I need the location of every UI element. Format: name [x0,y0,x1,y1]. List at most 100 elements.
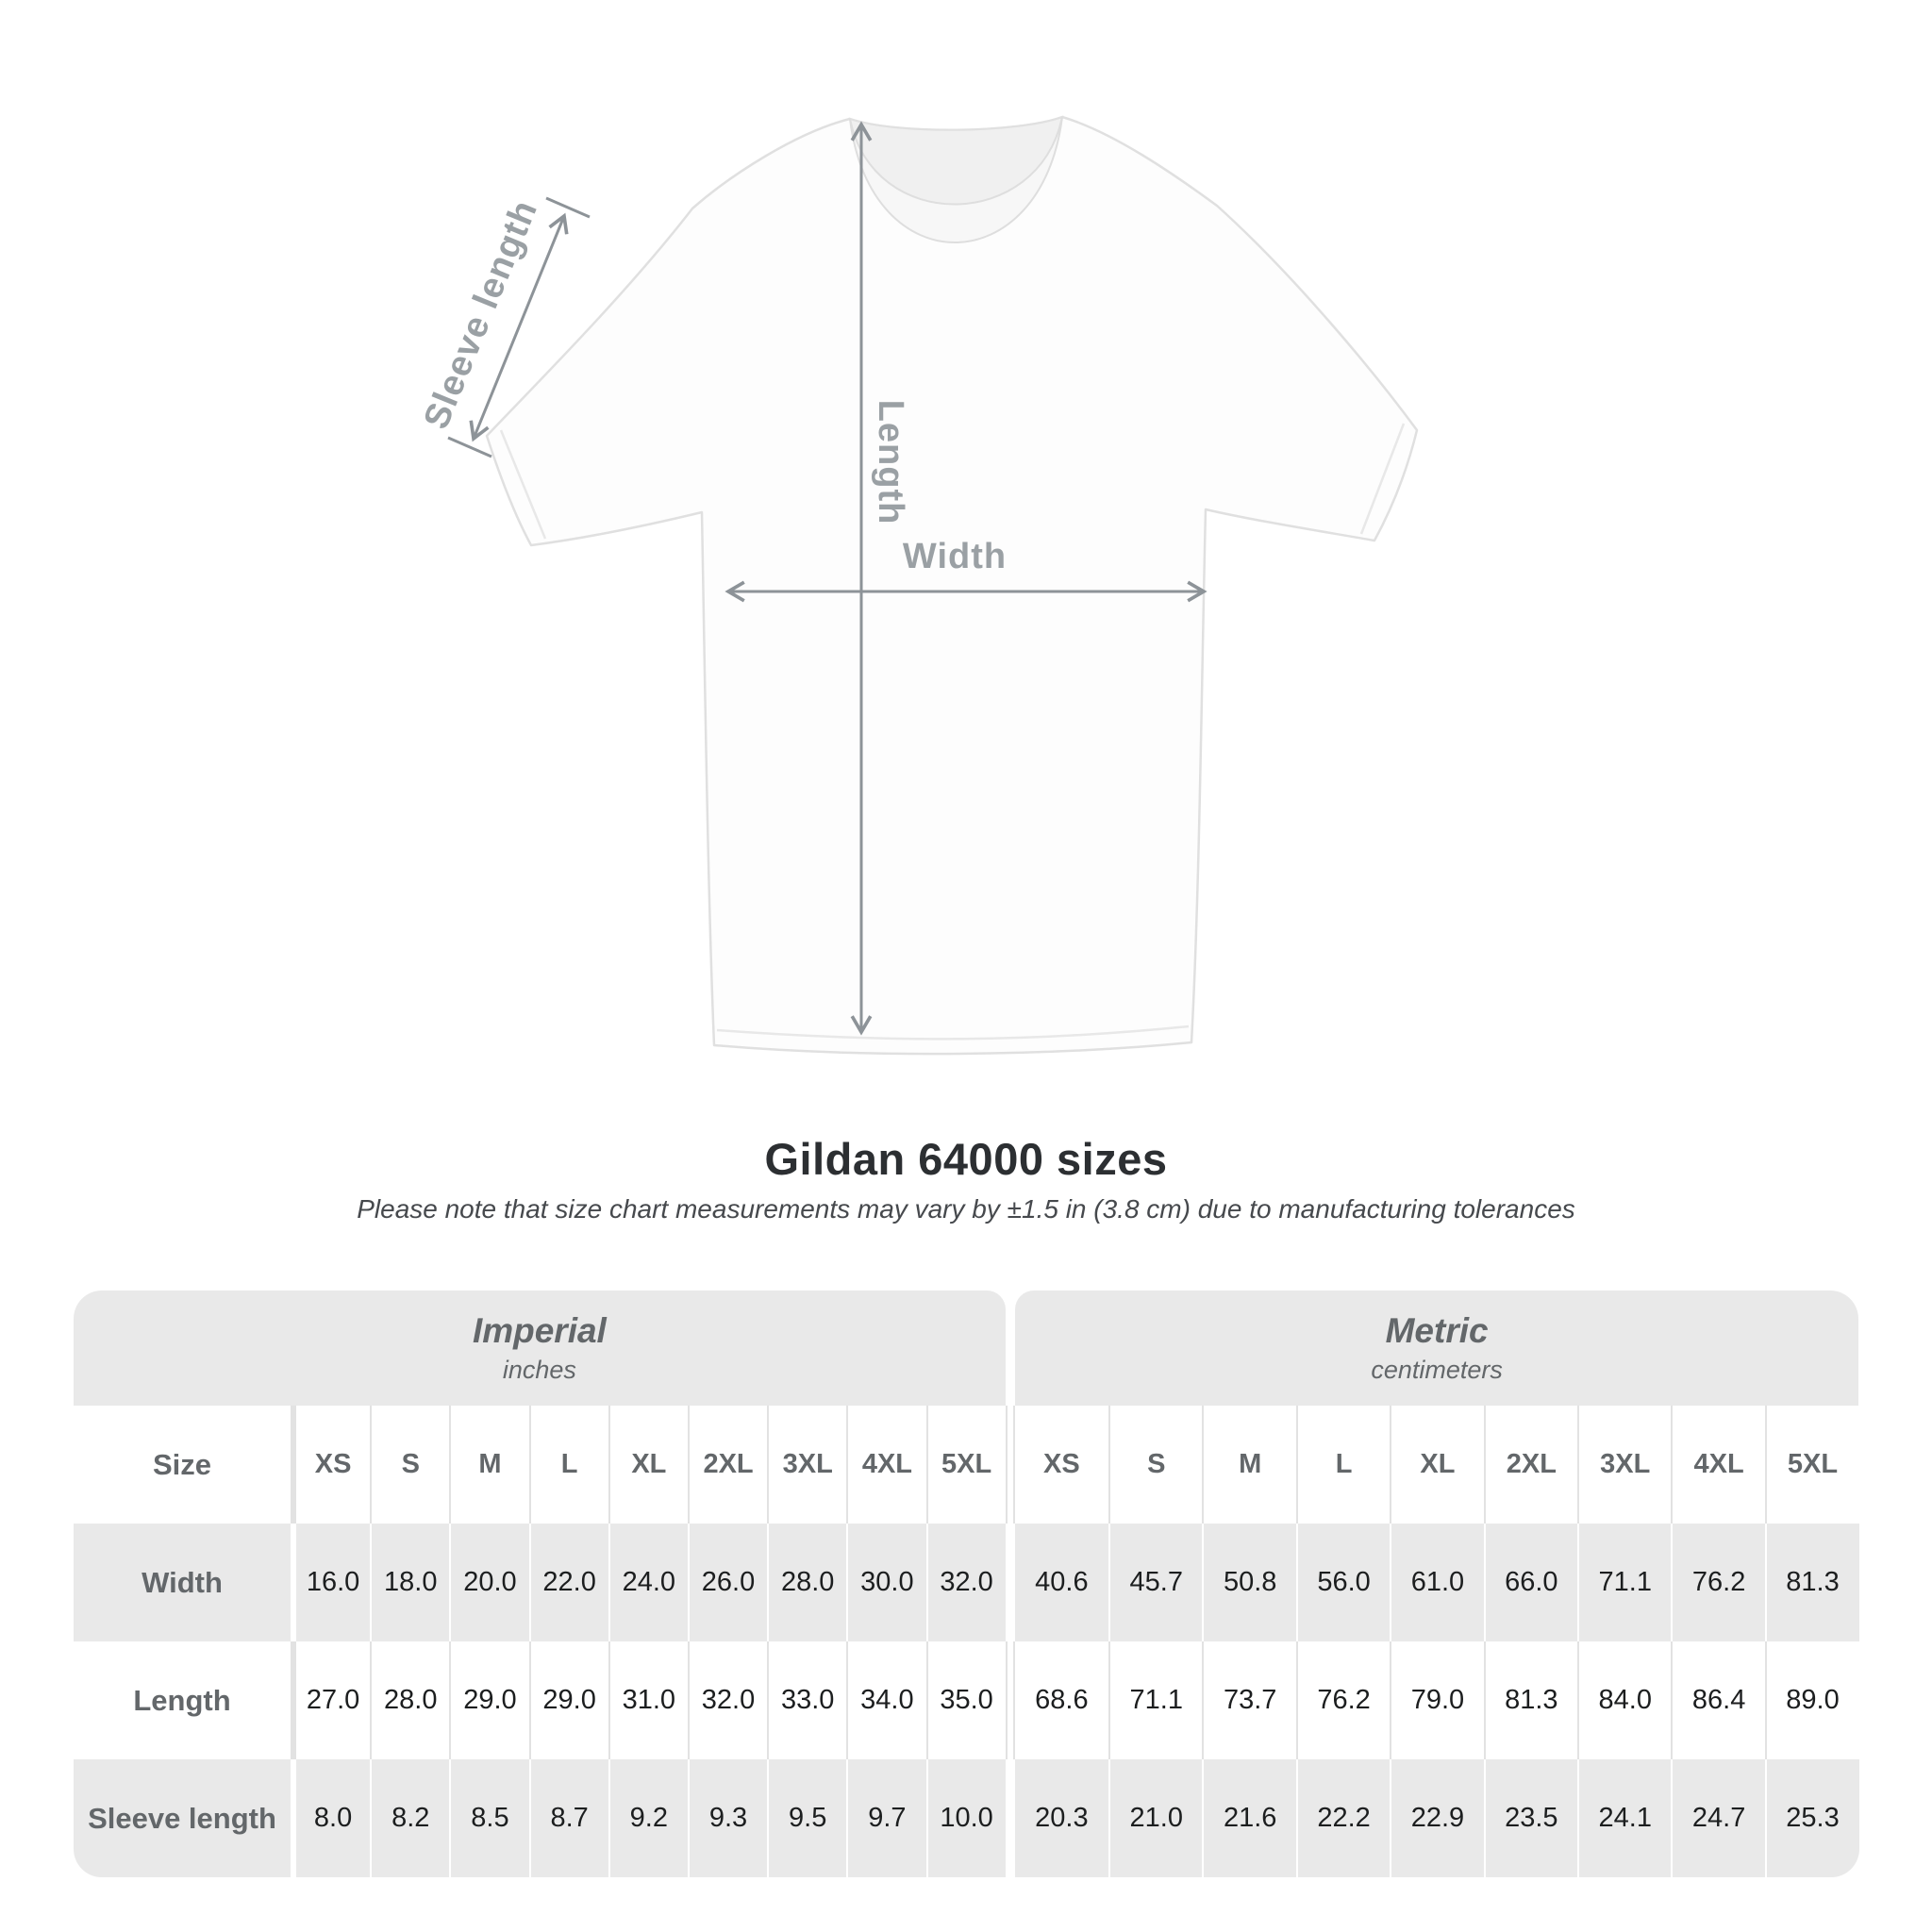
size-col-header: XL [608,1406,688,1524]
size-col-header: XS [291,1406,370,1524]
table-row-length: Length 27.0 28.0 29.0 29.0 31.0 32.0 33.… [74,1641,1859,1759]
size-col-header: M [449,1406,528,1524]
measurement-value: 73.7 [1202,1641,1295,1759]
measurement-value: 81.3 [1764,1524,1858,1641]
unit-group-subtitle: centimeters [1371,1356,1503,1384]
metric-unit-header: Metric centimeters [1014,1291,1859,1406]
size-col-header: M [1202,1406,1295,1524]
measurement-value: 24.1 [1577,1759,1671,1877]
measurement-value: 56.0 [1295,1524,1390,1641]
tshirt-figure-svg: Sleeve length Length Width [417,115,1419,1056]
size-col-header: L [1295,1406,1390,1524]
measurement-value: 20.0 [449,1524,528,1641]
measurement-value: 20.3 [1035,1803,1089,1833]
measurement-value: 61.0 [1390,1524,1483,1641]
measurement-value: 30.0 [846,1524,925,1641]
unit-group-title: Imperial [472,1311,607,1350]
measurement-value: 29.0 [528,1641,608,1759]
size-col-header: 3XL [767,1406,846,1524]
unit-group-title: Metric [1385,1311,1489,1350]
column-divider [1005,1759,1015,1877]
measurement-value: 50.8 [1202,1524,1295,1641]
size-col-header: S [1108,1406,1202,1524]
sleeve-dimension-tick-bottom [447,436,492,458]
measurement-value: 26.0 [687,1524,767,1641]
measurement-value: 71.1 [1577,1524,1671,1641]
size-col-header: 3XL [1577,1406,1671,1524]
measurement-value: 16.0 [291,1524,370,1641]
measurement-value: 18.0 [370,1524,449,1641]
measurement-value: 34.0 [846,1641,925,1759]
size-col-header: 5XL [1764,1406,1858,1524]
imperial-unit-header: Imperial inches [74,1291,1006,1406]
measurement-value: 9.5 [767,1759,846,1877]
size-col-header: L [528,1406,608,1524]
row-label: Width [142,1565,223,1599]
measurement-value: 84.0 [1577,1641,1671,1759]
size-col-header: 4XL [846,1406,925,1524]
measurement-value: 9.7 [846,1759,925,1877]
measurement-value: 25.3 [1764,1759,1858,1877]
measurement-value: 28.0 [370,1641,449,1759]
measurement-value: 28.0 [767,1524,846,1641]
sleeve-dimension-line [469,212,569,442]
measurement-value: 8.5 [449,1759,528,1877]
tshirt-measurement-figure: Sleeve length Length Width [417,115,1419,1056]
unit-group-subtitle: inches [502,1356,576,1384]
measurement-value: 8.0 [291,1759,370,1877]
column-divider [1005,1641,1015,1759]
unit-header-row: Imperial inches Metric centimeters [74,1291,1859,1406]
measurement-value: 21.0 [1108,1759,1202,1877]
measurement-value: 21.6 [1202,1759,1295,1877]
measurement-value: 8.7 [528,1759,608,1877]
column-divider [1005,1406,1015,1524]
measurement-value: 22.2 [1295,1759,1390,1877]
measurement-value: 32.0 [687,1641,767,1759]
row-label: Sleeve length [88,1801,276,1835]
measurement-value: 76.2 [1671,1524,1764,1641]
measurement-value: 40.6 [1035,1567,1089,1597]
size-col-header: 4XL [1671,1406,1764,1524]
measurement-value: 8.2 [370,1759,449,1877]
measurement-value: 24.7 [1671,1759,1764,1877]
measurement-value: 24.0 [608,1524,688,1641]
size-col-header: 5XL [925,1406,1006,1524]
measurement-value: 22.0 [528,1524,608,1641]
size-col-header: S [370,1406,449,1524]
size-header-row: Size XS S M L XL 2XL 3XL 4XL 5XL XS S M … [74,1406,1859,1524]
unit-header-divider [1006,1291,1015,1406]
measurement-value: 76.2 [1295,1641,1390,1759]
tolerance-note: Please note that size chart measurements… [357,1194,1575,1224]
size-col-header: 2XL [687,1406,767,1524]
measurement-value: 68.6 [1035,1685,1089,1715]
measurement-value: 32.0 [925,1524,1006,1641]
measurement-value: 9.2 [608,1759,688,1877]
size-col-header: XS [1043,1449,1080,1479]
table-row-width: Width 16.0 18.0 20.0 22.0 24.0 26.0 28.0… [74,1524,1859,1641]
table-row-sleeve-length: Sleeve length 8.0 8.2 8.5 8.7 9.2 9.3 9.… [74,1759,1859,1877]
measurement-value: 23.5 [1483,1759,1577,1877]
measurement-value: 81.3 [1483,1641,1577,1759]
size-table: Imperial inches Metric centimeters Size … [74,1291,1859,1877]
page-title: Gildan 64000 sizes [764,1134,1168,1184]
tshirt-illustration [485,115,1419,1056]
column-divider [1005,1524,1015,1641]
size-col-header: XL [1390,1406,1483,1524]
measurement-value: 71.1 [1108,1641,1202,1759]
row-label: Length [133,1683,231,1717]
length-label: Length [871,400,910,525]
width-label: Width [903,537,1007,576]
measurement-value: 89.0 [1764,1641,1858,1759]
measurement-value: 66.0 [1483,1524,1577,1641]
measurement-value: 22.9 [1390,1759,1483,1877]
measurement-value: 9.3 [687,1759,767,1877]
sleeve-dimension-tick-top [545,196,591,219]
measurement-value: 35.0 [925,1641,1006,1759]
measurement-value: 79.0 [1390,1641,1483,1759]
size-col-header: 2XL [1483,1406,1577,1524]
measurement-value: 31.0 [608,1641,688,1759]
measurement-value: 45.7 [1108,1524,1202,1641]
measurement-value: 10.0 [925,1759,1006,1877]
measurement-value: 29.0 [449,1641,528,1759]
measurement-value: 86.4 [1671,1641,1764,1759]
